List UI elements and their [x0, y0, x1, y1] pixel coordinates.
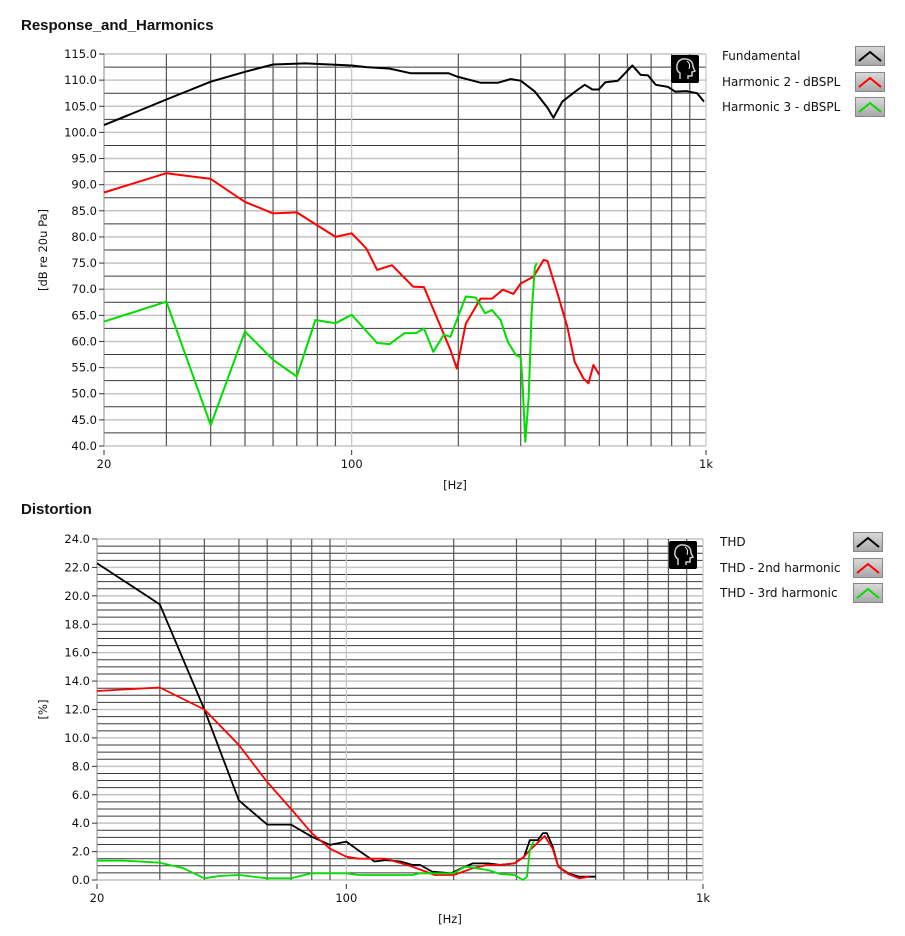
x-tick-label: 100	[335, 891, 357, 905]
x-axis-label: [Hz]	[443, 478, 467, 492]
y-tick-label: 45.0	[71, 413, 97, 427]
x-tick-label: 1k	[696, 891, 710, 905]
legend-swatch-icon[interactable]	[855, 97, 885, 117]
y-tick-label: 12.0	[64, 703, 90, 717]
legend-item[interactable]: THD - 2nd harmonic	[720, 557, 895, 580]
head-silhouette-icon[interactable]	[671, 55, 699, 83]
y-tick-label: 18.0	[64, 617, 90, 631]
legend-label: THD - 2nd harmonic	[720, 560, 841, 575]
series-line-harmonic-2-dbspl	[103, 172, 601, 385]
y-tick-label: 22.0	[64, 560, 90, 574]
y-tick-label: 4.0	[72, 816, 90, 830]
legend-label: THD - 3rd harmonic	[720, 586, 838, 600]
y-tick-label: 0.0	[72, 873, 90, 887]
legend-swatch-icon[interactable]	[853, 583, 883, 603]
y-tick-label: 75.0	[71, 256, 97, 270]
y-tick-label: 50.0	[71, 387, 97, 401]
legend-label: Fundamental	[722, 49, 801, 63]
y-tick-label: 2.0	[72, 845, 90, 859]
y-tick-label: 85.0	[71, 204, 97, 218]
series-line-thd-2nd-harmonic	[96, 686, 590, 880]
legend-swatch-icon[interactable]	[853, 557, 883, 578]
head-silhouette-icon[interactable]	[669, 541, 697, 569]
y-tick-label: 24.0	[64, 532, 90, 546]
y-axis-label: [dB re 20u Pa]	[36, 209, 50, 291]
y-tick-label: 105.0	[64, 99, 97, 113]
chart-title-response: Response_and_Harmonics	[21, 17, 214, 34]
y-tick-label: 90.0	[71, 178, 97, 192]
y-axis-label: [%]	[36, 700, 50, 720]
grid	[97, 538, 704, 881]
y-tick-label: 65.0	[71, 308, 97, 322]
legend-label: Harmonic 2 - dBSPL	[722, 74, 841, 89]
y-tick-label: 100.0	[64, 125, 97, 139]
y-tick-label: 14.0	[64, 674, 90, 688]
y-tick-label: 115.0	[64, 47, 97, 61]
y-tick-label: 10.0	[64, 731, 90, 745]
x-tick-label: 100	[341, 457, 363, 471]
y-tick-label: 70.0	[71, 282, 97, 296]
legend-item[interactable]: THD	[720, 532, 895, 554]
legend-item[interactable]: Harmonic 2 - dBSPL	[722, 71, 897, 94]
y-tick-label: 60.0	[71, 334, 97, 348]
series-line-thd-3rd-harmonic	[97, 841, 535, 881]
grid	[104, 53, 707, 447]
y-tick-label: 8.0	[72, 759, 90, 773]
series-line-fundamental	[103, 62, 705, 127]
x-tick-label: 1k	[699, 457, 713, 471]
y-tick-label: 40.0	[71, 439, 97, 453]
legend-label: Harmonic 3 - dBSPL	[722, 100, 841, 114]
legend-item[interactable]: Harmonic 3 - dBSPL	[722, 97, 897, 119]
y-tick-label: 20.0	[64, 589, 90, 603]
legend-swatch-icon[interactable]	[855, 46, 885, 66]
legend-swatch-icon[interactable]	[853, 532, 883, 552]
y-tick-label: 95.0	[71, 152, 97, 166]
series-line-harmonic-3-dbspl	[103, 262, 538, 443]
legend-swatch-icon[interactable]	[855, 71, 885, 92]
x-tick-label: 20	[97, 457, 112, 471]
y-tick-label: 110.0	[64, 73, 97, 87]
legend-label: THD	[720, 535, 746, 549]
y-tick-label: 6.0	[72, 788, 90, 802]
y-tick-label: 55.0	[71, 361, 97, 375]
x-axis-label: [Hz]	[438, 912, 462, 926]
y-tick-label: 80.0	[71, 230, 97, 244]
y-tick-label: 16.0	[64, 646, 90, 660]
x-tick-label: 20	[90, 891, 105, 905]
chart-title-distortion: Distortion	[21, 501, 92, 518]
response-harmonics-chart: 40.0 45.0 50.0 55.0 60.0 65.0 70.0 75.0 80.0 85.0…	[36, 47, 713, 492]
legend-item[interactable]: Fundamental	[722, 46, 897, 68]
legend-item[interactable]: THD - 3rd harmonic	[720, 583, 895, 605]
